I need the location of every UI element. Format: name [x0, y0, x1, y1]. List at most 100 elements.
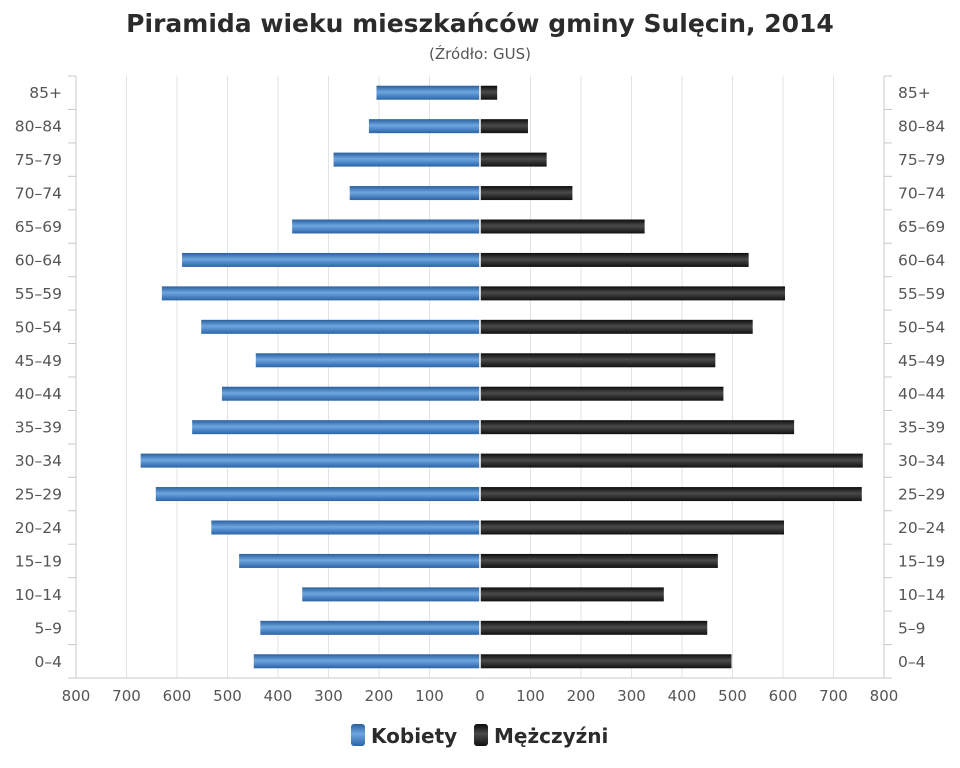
bar-mezczyzni-13[interactable]: [480, 520, 785, 535]
category-label-right: 60–64: [898, 251, 945, 269]
category-label-left: 65–69: [15, 218, 62, 236]
bar-mezczyzni-9[interactable]: [480, 386, 724, 401]
category-label-right: 75–79: [898, 151, 945, 169]
category-label-left: 0–4: [35, 653, 62, 671]
bar-mezczyzni-3[interactable]: [480, 186, 573, 201]
category-label-left: 45–49: [15, 352, 62, 370]
category-label-left: 40–44: [15, 385, 62, 403]
category-label-left: 55–59: [15, 285, 62, 303]
bar-kobiety-2[interactable]: [333, 152, 480, 167]
bar-mezczyzni-16[interactable]: [480, 620, 708, 635]
bar-kobiety-12[interactable]: [155, 487, 481, 502]
bar-mezczyzni-11[interactable]: [480, 453, 863, 468]
category-label-right: 30–34: [898, 452, 945, 470]
category-label-left: 5–9: [35, 619, 62, 637]
bar-kobiety-0[interactable]: [376, 85, 480, 100]
category-label-left: 25–29: [15, 486, 62, 504]
category-label-right: 0–4: [898, 653, 925, 671]
category-label-left: 85+: [29, 84, 62, 102]
category-label-right: 15–19: [898, 552, 945, 570]
bar-mezczyzni-0[interactable]: [480, 85, 498, 100]
x-tick-label: 400: [264, 687, 293, 705]
x-tick-label: 600: [163, 687, 192, 705]
category-label-right: 20–24: [898, 519, 945, 537]
bar-mezczyzni-12[interactable]: [480, 487, 862, 502]
category-label-left: 80–84: [15, 118, 62, 136]
bar-kobiety-5[interactable]: [182, 252, 481, 267]
bar-mezczyzni-5[interactable]: [480, 252, 749, 267]
x-tick-label: 100: [516, 687, 545, 705]
legend-label-kobiety: Kobiety: [371, 724, 457, 748]
category-label-right: 35–39: [898, 419, 945, 437]
category-label-left: 50–54: [15, 318, 62, 336]
axes: [68, 75, 892, 679]
x-tick-label: 200: [567, 687, 596, 705]
bar-kobiety-1[interactable]: [368, 119, 480, 134]
bar-kobiety-7[interactable]: [201, 319, 481, 334]
category-label-right: 5–9: [898, 619, 925, 637]
bar-mezczyzni-14[interactable]: [480, 553, 718, 568]
bar-mezczyzni-8[interactable]: [480, 353, 716, 368]
category-label-left: 20–24: [15, 519, 62, 537]
category-labels-right: 85+ 80–84 75–79 70–74 65–69 60–64 55–59 50–54 45…: [898, 84, 945, 671]
bar-kobiety-14[interactable]: [239, 553, 480, 568]
category-label-right: 45–49: [898, 352, 945, 370]
x-tick-label: 500: [213, 687, 242, 705]
legend-swatch-mezczyzni: [474, 724, 488, 746]
category-label-left: 15–19: [15, 552, 62, 570]
legend-swatch-kobiety: [351, 724, 365, 746]
bar-kobiety-4[interactable]: [292, 219, 480, 234]
category-label-right: 10–14: [898, 586, 945, 604]
category-label-left: 10–14: [15, 586, 62, 604]
category-labels-left: 85+ 80–84 75–79 70–74 65–69 60–64 55–59 50–54 45…: [15, 84, 62, 671]
bar-kobiety-16[interactable]: [260, 620, 480, 635]
category-label-right: 65–69: [898, 218, 945, 236]
category-label-left: 75–79: [15, 151, 62, 169]
x-tick-label: 400: [668, 687, 697, 705]
category-label-left: 35–39: [15, 419, 62, 437]
legend-item-kobiety[interactable]: Kobiety: [351, 724, 457, 748]
category-label-right: 50–54: [898, 318, 945, 336]
bar-kobiety-3[interactable]: [349, 186, 480, 201]
bar-kobiety-13[interactable]: [211, 520, 480, 535]
category-label-right: 70–74: [898, 185, 945, 203]
bar-mezczyzni-15[interactable]: [480, 587, 664, 602]
x-tick-label: 100: [415, 687, 444, 705]
chart-subtitle: (Źródło: GUS): [429, 44, 531, 63]
category-label-right: 25–29: [898, 486, 945, 504]
x-axis-tick-labels: 800 700 600 500 400 300 200 100 0 100 200 300 400 500…: [62, 687, 899, 705]
x-tick-label: 500: [718, 687, 747, 705]
bar-mezczyzni-1[interactable]: [480, 119, 528, 134]
x-tick-label: 800: [62, 687, 91, 705]
bar-mezczyzni-17[interactable]: [480, 654, 732, 669]
bar-kobiety-11[interactable]: [140, 453, 480, 468]
bar-kobiety-6[interactable]: [161, 286, 480, 301]
x-tick-label: 700: [819, 687, 848, 705]
legend-label-mezczyzni: Mężczyźni: [494, 724, 608, 748]
bar-kobiety-8[interactable]: [255, 353, 480, 368]
bar-mezczyzni-10[interactable]: [480, 420, 795, 435]
category-label-left: 70–74: [15, 185, 62, 203]
bar-kobiety-15[interactable]: [302, 587, 480, 602]
x-tick-label: 300: [617, 687, 646, 705]
x-tick-label: 0: [475, 687, 485, 705]
x-tick-label: 600: [769, 687, 798, 705]
legend[interactable]: Kobiety Mężczyźni: [351, 724, 608, 748]
bar-mezczyzni-2[interactable]: [480, 152, 547, 167]
bar-kobiety-9[interactable]: [221, 386, 480, 401]
gridlines: [75, 76, 885, 678]
bars: [140, 76, 863, 678]
bar-mezczyzni-7[interactable]: [480, 319, 753, 334]
category-label-right: 40–44: [898, 385, 945, 403]
category-label-left: 30–34: [15, 452, 62, 470]
bar-kobiety-17[interactable]: [253, 654, 480, 669]
bar-mezczyzni-6[interactable]: [480, 286, 786, 301]
category-label-right: 55–59: [898, 285, 945, 303]
bar-mezczyzni-4[interactable]: [480, 219, 645, 234]
x-tick-label: 800: [870, 687, 899, 705]
x-tick-label: 300: [314, 687, 343, 705]
category-label-right: 85+: [898, 84, 931, 102]
bar-kobiety-10[interactable]: [192, 420, 480, 435]
legend-item-mezczyzni[interactable]: Mężczyźni: [474, 724, 608, 748]
